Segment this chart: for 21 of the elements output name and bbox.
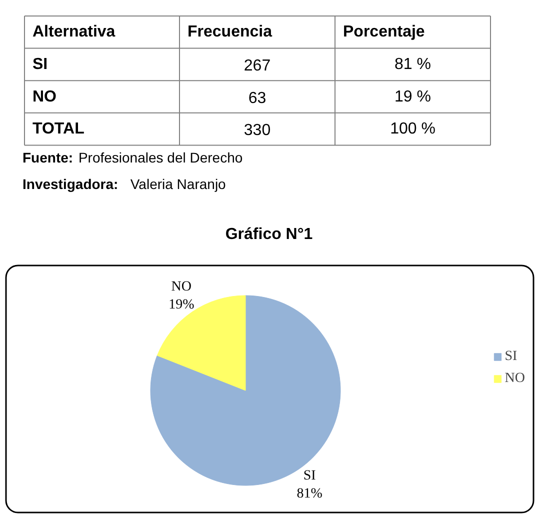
text: Alternativa <box>32 24 116 41</box>
legend-label: NO <box>504 370 525 386</box>
data-label: 100 % <box>390 120 436 138</box>
source-note: Fuente: Profesionales del Derecho <box>22 150 243 166</box>
category-label: NO <box>32 88 56 106</box>
slice-label: NO <box>171 280 192 295</box>
data-label: 81% <box>296 486 323 502</box>
data-label: 19% <box>168 298 195 313</box>
data-label: 63 <box>248 90 266 107</box>
text: Porcentaje <box>343 24 425 41</box>
series-label: Frecuencia <box>188 24 272 41</box>
category-label: SI <box>32 56 48 73</box>
text: Investigadora: Valeria Naranjo <box>22 176 226 192</box>
category-label: TOTAL <box>32 120 85 138</box>
data-label: 267 <box>244 57 271 74</box>
legend-label: SI <box>504 348 518 364</box>
data-label: 81 % <box>394 56 431 73</box>
data-label: 330 <box>244 122 271 140</box>
slice-label: SI <box>303 468 316 484</box>
chart-title: Gráfico N°1 <box>225 226 313 243</box>
data-label: 19 % <box>394 88 431 106</box>
